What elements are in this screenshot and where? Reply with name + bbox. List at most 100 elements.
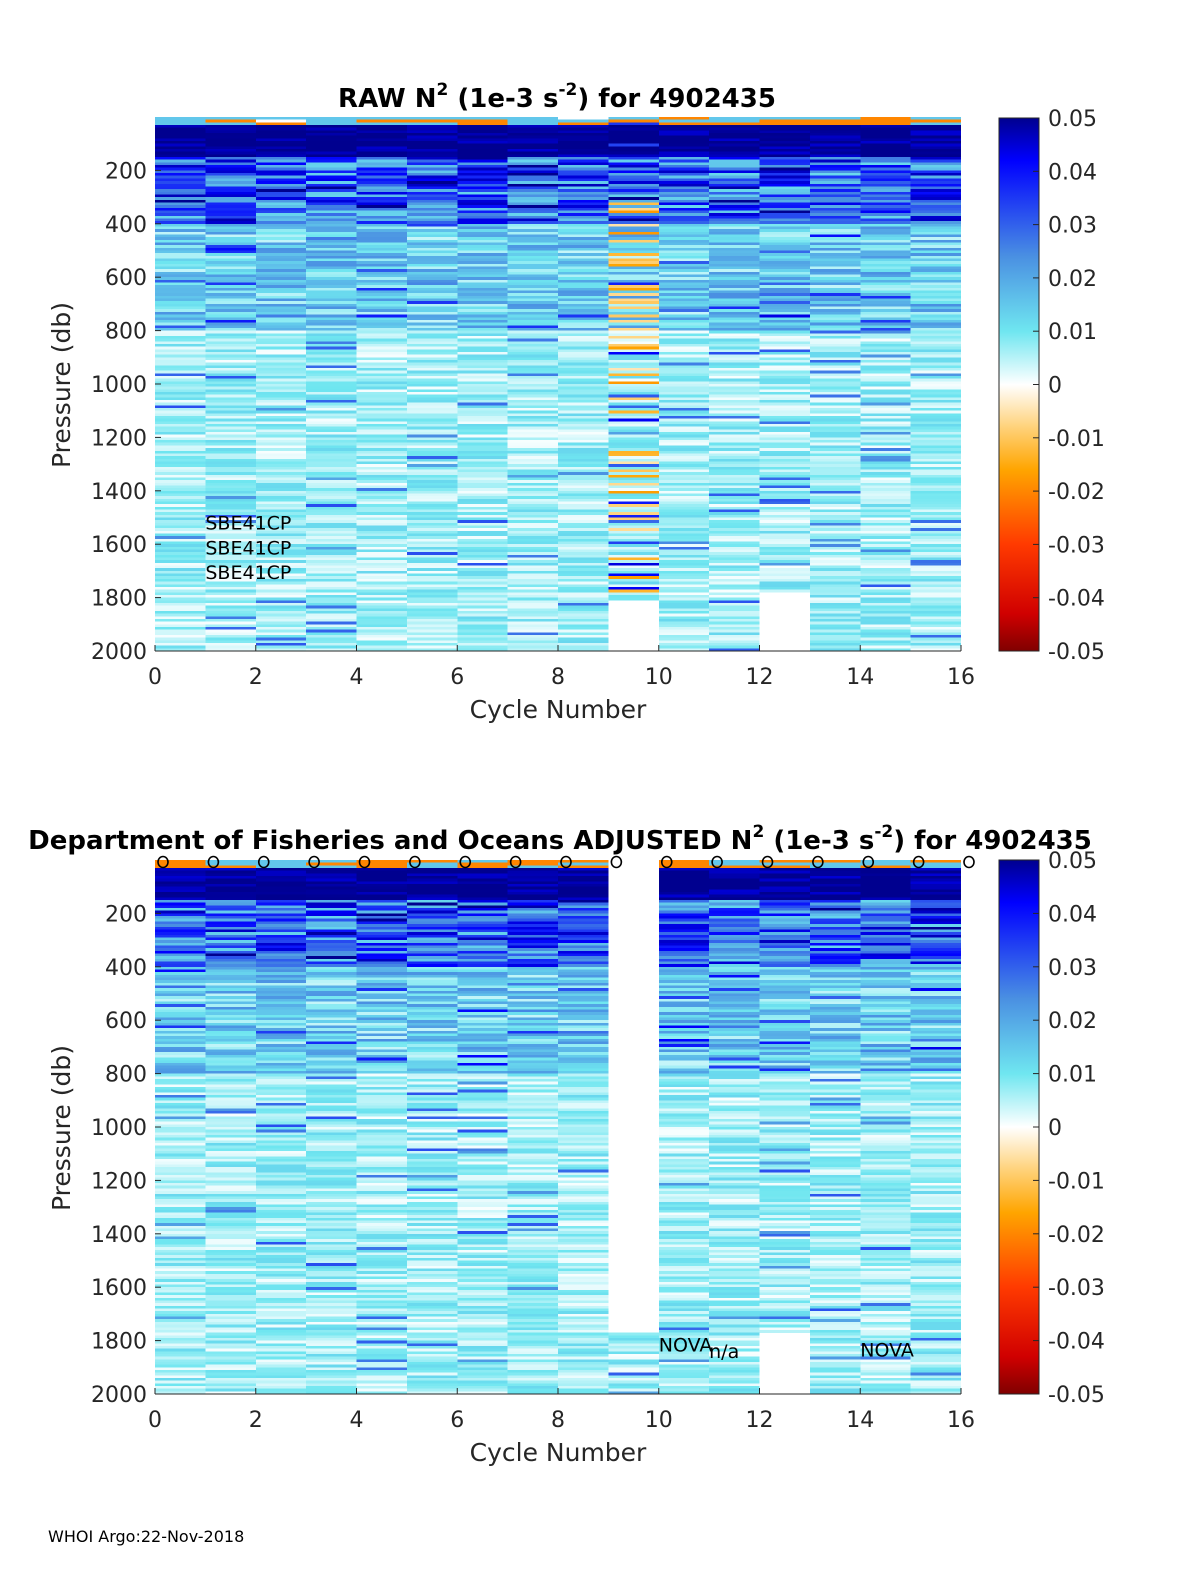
heatmap-cell [155,282,206,286]
heatmap-cell [558,199,609,203]
heatmap-cell [205,263,256,267]
heatmap-cell [306,1108,357,1112]
heatmap-cell [306,496,357,500]
heatmap-cell [356,1185,407,1189]
heatmap-cell [608,349,659,353]
heatmap-cell [507,642,559,647]
heatmap-cell [457,493,508,497]
heatmap-cell [205,578,256,582]
heatmap-cell [255,464,307,468]
heatmap-cell [356,1014,407,1018]
heatmap-cell [306,1151,357,1155]
heatmap-cell [255,937,307,941]
heatmap-cell [507,501,559,505]
heatmap-cell [507,309,559,313]
heatmap-cell [860,453,911,457]
heatmap-cell [155,629,206,633]
heatmap-cell [255,1073,307,1077]
heatmap-cell [255,389,307,393]
heatmap-cell [205,592,256,596]
heatmap-cell [306,373,357,377]
heatmap-cell [356,239,407,243]
heatmap-cell [809,189,861,193]
heatmap-cell [306,1348,357,1352]
cycle-column-5 [406,860,458,1395]
heatmap-cell [406,897,458,901]
heatmap-cell [155,1001,206,1005]
heatmap-cell [558,1073,609,1077]
heatmap-cell [155,953,206,957]
heatmap-cell [406,279,458,283]
heatmap-cell [406,1199,458,1203]
heatmap-cell [709,568,760,572]
heatmap-cell [457,918,508,922]
heatmap-cell [709,135,760,139]
heatmap-cell [155,985,206,989]
heatmap-cell [356,119,407,123]
heatmap-cell [457,905,508,909]
heatmap-cell [155,1343,206,1347]
heatmap-cell [709,624,760,628]
heatmap-cell [406,301,458,305]
heatmap-cell [457,876,508,880]
heatmap-cell [406,1004,458,1008]
heatmap-cell [709,632,760,636]
heatmap-cell [558,133,609,137]
heatmap-cell [255,873,307,877]
heatmap-cell [356,127,407,131]
heatmap-cell [809,410,861,414]
heatmap-cell [910,119,962,123]
heatmap-cell [709,610,760,615]
heatmap-cell [155,1212,206,1216]
heatmap-cell [507,119,559,123]
heatmap-cell [205,889,256,893]
heatmap-cell [255,560,307,564]
heatmap-cell [205,141,256,145]
heatmap-cell [608,367,659,372]
heatmap-cell [155,570,206,574]
heatmap-cell [205,322,256,326]
heatmap-cell [155,175,206,179]
heatmap-cell [356,448,407,452]
heatmap-cell [608,122,659,126]
heatmap-cell [860,245,911,249]
heatmap-cell [155,170,206,174]
heatmap-cell [507,285,559,289]
heatmap-cell [759,199,810,203]
heatmap-cell [255,514,307,518]
heatmap-cell [759,434,810,438]
heatmap-cell [507,207,559,211]
heatmap-cell [306,1094,357,1099]
heatmap-cell [457,1135,508,1139]
heatmap-cell [809,568,861,572]
heatmap-cell [507,1212,559,1216]
heatmap-cell [507,1073,559,1077]
heatmap-cell [658,637,710,641]
heatmap-cell [205,1356,256,1360]
heatmap-cell [759,287,810,291]
heatmap-cell [205,573,256,577]
heatmap-cell [558,1097,609,1101]
heatmap-cell [356,1129,407,1133]
heatmap-cell [860,402,911,406]
heatmap-cell [406,290,458,294]
heatmap-cell [356,442,407,446]
heatmap-cell [306,626,357,631]
heatmap-cell [155,958,206,962]
heatmap-cell [860,589,911,593]
heatmap-cell [507,1244,559,1248]
heatmap-cell [205,1183,256,1187]
heatmap-cell [759,333,810,337]
heatmap-cell [406,1364,458,1368]
heatmap-cell [558,213,609,217]
heatmap-cell [255,432,307,436]
heatmap-cell [255,552,307,556]
heatmap-cell [507,948,559,952]
heatmap-cell [507,544,559,548]
heatmap-cell [205,135,256,139]
heatmap-cell [255,902,307,906]
heatmap-cell [205,1148,256,1152]
heatmap-cell [507,351,559,356]
heatmap-cell [406,562,458,566]
heatmap-cell [406,298,458,302]
